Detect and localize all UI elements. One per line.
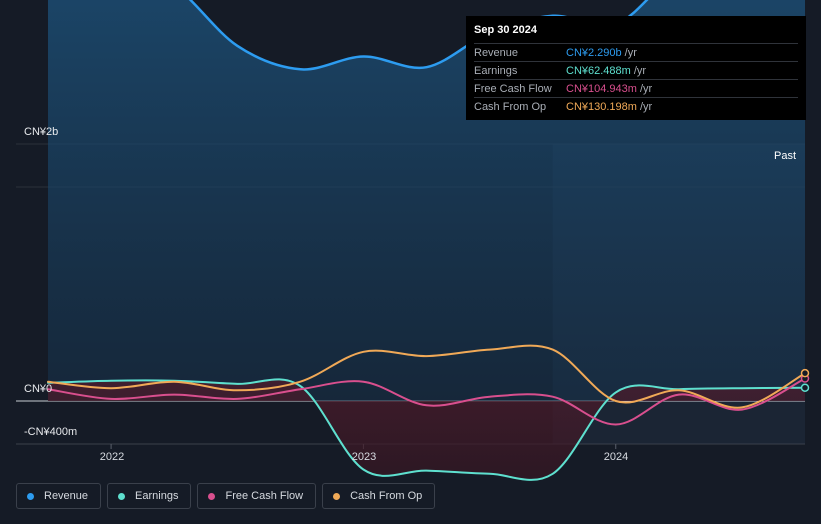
tooltip-unit: /yr	[624, 46, 637, 59]
legend-item-free-cash-flow[interactable]: Free Cash Flow	[197, 483, 317, 509]
line-free-cash-flow	[47, 377, 806, 426]
tooltip-label: Revenue	[474, 46, 519, 59]
line-revenue	[188, 0, 649, 71]
tooltip-row-earnings: Earnings CN¥62.488m /yr	[474, 61, 798, 79]
endpoint-earnings	[800, 383, 810, 392]
tooltip-label: Free Cash Flow	[474, 82, 552, 95]
legend: Revenue Earnings Free Cash Flow Cash Fro…	[16, 483, 436, 509]
tooltip-label: Earnings	[474, 64, 518, 77]
tooltip-value: CN¥62.488m	[566, 64, 631, 77]
tooltip-value: CN¥2.290b	[566, 46, 622, 59]
x-tick-label-2023: 2023	[351, 451, 377, 463]
past-label: Past	[774, 150, 797, 162]
tooltip-unit: /yr	[633, 64, 647, 77]
endpoint-cash-from-op	[800, 368, 810, 378]
legend-dot-icon	[208, 492, 216, 500]
tooltip-row-revenue: Revenue CN¥2.290b /yr	[474, 43, 798, 61]
series-endpoints	[800, 368, 810, 392]
tooltip-row-free-cash-flow: Free Cash Flow CN¥104.943m /yr	[474, 79, 798, 97]
x-tick-label-2022: 2022	[99, 451, 125, 463]
legend-dot-icon	[118, 492, 126, 500]
tooltip-date: Sep 30 2024	[474, 24, 537, 36]
y-tick-label-top: CN¥2b	[24, 126, 59, 138]
legend-label: Free Cash Flow	[225, 490, 304, 502]
legend-dot-icon	[333, 492, 341, 500]
legend-item-earnings[interactable]: Earnings	[107, 483, 192, 509]
area-earnings	[48, 379, 805, 480]
legend-item-revenue[interactable]: Revenue	[16, 483, 102, 509]
series-lines	[47, 0, 806, 481]
legend-label: Earnings	[135, 490, 179, 502]
tooltip-unit: /yr	[639, 100, 653, 113]
tooltip-row-cash-from-op: Cash From Op CN¥130.198m /yr	[474, 97, 798, 115]
legend-label: Revenue	[44, 490, 89, 502]
tooltip-label: Cash From Op	[474, 100, 547, 113]
legend-item-cash-from-op[interactable]: Cash From Op	[322, 483, 436, 509]
tooltip-value: CN¥130.198m	[566, 100, 637, 113]
legend-dot-icon	[27, 492, 34, 500]
legend-label: Cash From Op	[350, 490, 423, 502]
tooltip-unit: /yr	[639, 82, 653, 95]
tooltip-value: CN¥104.943m	[566, 82, 637, 95]
y-tick-label-bottom: -CN¥400m	[24, 426, 78, 438]
line-earnings	[47, 378, 806, 481]
y-tick-label-zero: CN¥0	[24, 383, 53, 395]
line-cash-from-op	[47, 344, 806, 409]
data-tooltip: Sep 30 2024 Revenue CN¥2.290b /yr Earnin…	[466, 16, 806, 120]
x-tick-label-2024: 2024	[603, 451, 629, 463]
